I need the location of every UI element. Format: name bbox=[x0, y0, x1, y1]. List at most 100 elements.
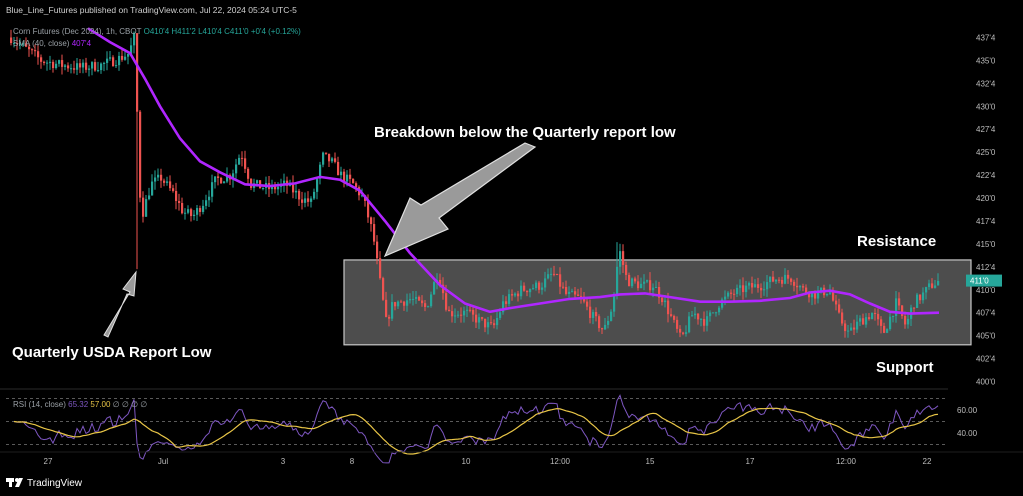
last-price-label: 411'0 bbox=[970, 277, 989, 286]
candle-body bbox=[898, 298, 901, 306]
candle-body bbox=[724, 296, 727, 300]
candle-body bbox=[316, 178, 319, 192]
candle-body bbox=[40, 57, 43, 62]
last-price-tag bbox=[966, 274, 1002, 287]
time-tick-label: 8 bbox=[350, 457, 355, 466]
rsi-legend: RSI (14, close) 65.32 57.00 ∅ ∅ ∅ ∅ bbox=[13, 400, 147, 409]
tradingview-logo bbox=[6, 478, 23, 487]
candle-body bbox=[784, 274, 787, 284]
candle-body bbox=[94, 62, 97, 71]
candle-body bbox=[61, 60, 64, 67]
candle-body bbox=[682, 332, 685, 334]
candle-body bbox=[613, 295, 616, 312]
candle-body bbox=[523, 285, 526, 291]
candle-body bbox=[637, 281, 640, 289]
time-tick-label: 17 bbox=[746, 457, 755, 466]
candle-body bbox=[937, 280, 940, 286]
candle-body bbox=[307, 198, 310, 202]
candle-body bbox=[130, 45, 133, 54]
candle-body bbox=[769, 276, 772, 283]
candle-body bbox=[814, 291, 817, 299]
candle-body bbox=[250, 178, 253, 188]
candle-body bbox=[337, 161, 340, 176]
candle-body bbox=[325, 152, 328, 154]
candle-body bbox=[352, 178, 355, 184]
candle-body bbox=[754, 284, 757, 288]
price-tick-label: 410'0 bbox=[976, 286, 996, 295]
candle-body bbox=[574, 291, 577, 295]
candle-body bbox=[808, 292, 811, 298]
candle-body bbox=[139, 111, 142, 198]
candle-body bbox=[625, 264, 628, 275]
candle-body bbox=[190, 209, 193, 217]
candle-body bbox=[904, 315, 907, 325]
candle-body bbox=[643, 281, 646, 284]
candle-body bbox=[298, 190, 301, 200]
candle-body bbox=[433, 282, 436, 295]
candle-body bbox=[58, 60, 61, 64]
candle-body bbox=[892, 315, 895, 317]
candle-body bbox=[127, 53, 130, 57]
candle-body bbox=[517, 293, 520, 297]
candle-body bbox=[553, 273, 556, 275]
candle-body bbox=[856, 321, 859, 330]
candle-body bbox=[757, 284, 760, 288]
candle-body bbox=[820, 287, 823, 292]
report-low-arrow bbox=[103, 270, 137, 338]
candle-body bbox=[871, 313, 874, 320]
candle-body bbox=[376, 241, 379, 259]
candle-body bbox=[91, 62, 94, 69]
candle-body bbox=[73, 68, 76, 70]
rsi-axis: 60.00 40.00 bbox=[957, 406, 978, 438]
candle-body bbox=[37, 51, 40, 58]
candle-body bbox=[439, 279, 442, 285]
candle-body bbox=[568, 291, 571, 294]
time-tick-label: 27 bbox=[44, 457, 53, 466]
breakdown-arrow bbox=[383, 142, 537, 258]
candle-body bbox=[187, 209, 190, 213]
candle-body bbox=[730, 292, 733, 294]
candle-body bbox=[85, 62, 88, 70]
candle-body bbox=[331, 158, 334, 162]
candle-body bbox=[835, 300, 838, 305]
candle-body bbox=[103, 62, 106, 64]
candle-body bbox=[343, 171, 346, 182]
candle-body bbox=[67, 65, 70, 69]
candle-body bbox=[775, 279, 778, 282]
candle-body bbox=[922, 292, 925, 301]
candle-body bbox=[571, 291, 574, 293]
candle-body bbox=[418, 296, 421, 301]
rsi-tick-label: 40.00 bbox=[957, 429, 978, 438]
candle-body bbox=[466, 309, 469, 311]
candle-body bbox=[619, 251, 622, 267]
candle-body bbox=[52, 61, 55, 69]
candle-body bbox=[19, 43, 22, 45]
candle-body bbox=[499, 312, 502, 318]
candle-body bbox=[220, 177, 223, 184]
candle-body bbox=[301, 199, 304, 203]
candle-body bbox=[880, 319, 883, 326]
candle-body bbox=[694, 313, 697, 316]
candle-body bbox=[883, 325, 886, 333]
candle-body bbox=[565, 287, 568, 294]
candle-body bbox=[874, 313, 877, 315]
time-tick-label: 12:00 bbox=[836, 457, 857, 466]
candle-body bbox=[865, 317, 868, 325]
candle-body bbox=[634, 278, 637, 282]
candle-body bbox=[745, 285, 748, 293]
candle-body bbox=[907, 318, 910, 325]
candle-body bbox=[142, 197, 145, 217]
candle-body bbox=[718, 307, 721, 313]
candle-body bbox=[346, 174, 349, 182]
candle-body bbox=[193, 214, 196, 217]
candle-body bbox=[526, 290, 529, 293]
candle-body bbox=[811, 291, 814, 298]
candle-body bbox=[379, 258, 382, 279]
rsi-legend-title: RSI (14, close) bbox=[13, 400, 66, 409]
time-tick-label: 3 bbox=[281, 457, 286, 466]
candle-body bbox=[202, 205, 205, 212]
candle-body bbox=[622, 251, 625, 265]
candle-body bbox=[235, 164, 238, 174]
publisher-line: Blue_Line_Futures published on TradingVi… bbox=[6, 5, 297, 15]
